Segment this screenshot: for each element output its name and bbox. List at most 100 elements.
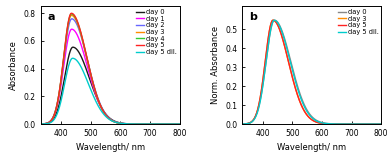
day 5 dil. [349, 123, 354, 125]
day 0 [102, 112, 107, 114]
day 2 [177, 123, 182, 125]
day 3 [375, 123, 380, 125]
day 5 dil. [177, 123, 182, 125]
day 2 [38, 123, 43, 125]
day 3 [379, 123, 384, 125]
day 5 [375, 123, 380, 125]
day 3 [240, 123, 245, 125]
Line: day 5: day 5 [242, 20, 381, 124]
day 5 [308, 117, 312, 119]
Y-axis label: Norm. Absorbance: Norm. Absorbance [211, 26, 220, 104]
day 1 [38, 123, 43, 125]
day 5 [69, 12, 74, 14]
day 0 [45, 122, 50, 124]
day 0 [70, 46, 75, 48]
day 5 [304, 113, 308, 115]
day 3 [38, 123, 43, 125]
day 0 [375, 123, 380, 125]
day 3 [173, 123, 178, 125]
day 0 [173, 123, 178, 125]
Legend: day 0, day 1, day 2, day 3, day 4, day 5, day 5 dil.: day 0, day 1, day 2, day 3, day 4, day 5… [135, 8, 178, 56]
day 3 [271, 19, 275, 21]
day 5 [173, 123, 178, 125]
day 4 [45, 122, 50, 124]
day 3 [247, 122, 252, 124]
day 0 [247, 122, 252, 124]
day 5 [177, 123, 182, 125]
day 5 dil. [240, 123, 245, 125]
day 3 [69, 14, 74, 16]
day 0 [38, 123, 43, 125]
day 1 [45, 122, 50, 124]
day 4 [173, 123, 178, 125]
Line: day 4: day 4 [41, 14, 180, 124]
day 4 [106, 117, 111, 119]
day 5 dil. [308, 114, 312, 116]
day 4 [177, 123, 182, 125]
day 5 [173, 123, 178, 125]
day 5 dil. [38, 123, 43, 125]
day 4 [173, 123, 178, 125]
Text: b: b [249, 12, 257, 22]
day 0 [106, 116, 111, 118]
day 2 [102, 111, 107, 113]
day 0 [308, 113, 312, 115]
day 4 [102, 112, 107, 114]
day 0 [379, 123, 384, 125]
day 5 dil. [102, 114, 107, 116]
day 2 [69, 18, 74, 20]
day 3 [375, 123, 380, 125]
day 3 [102, 113, 107, 114]
day 3 [349, 123, 354, 125]
day 5 dil. [272, 19, 276, 21]
day 0 [272, 19, 277, 21]
Line: day 2: day 2 [41, 19, 180, 124]
day 5 [349, 123, 354, 125]
Line: day 5 dil.: day 5 dil. [242, 20, 381, 124]
day 5 [271, 19, 275, 21]
day 0 [148, 123, 152, 125]
day 4 [148, 123, 152, 125]
day 5 dil. [379, 123, 384, 125]
Text: a: a [48, 12, 55, 22]
day 5 dil. [45, 123, 50, 124]
day 5 dil. [304, 109, 308, 111]
Line: day 1: day 1 [41, 29, 180, 124]
Legend: day 0, day 3, day 5, day 5 dil.: day 0, day 3, day 5, day 5 dil. [337, 8, 379, 36]
day 3 [308, 117, 312, 119]
Line: day 5 dil.: day 5 dil. [41, 58, 180, 124]
Line: day 5: day 5 [41, 13, 180, 124]
day 3 [106, 117, 111, 119]
day 5 [102, 112, 107, 114]
day 1 [173, 123, 178, 125]
day 5 [106, 117, 111, 119]
day 5 dil. [70, 57, 75, 59]
day 4 [69, 13, 74, 15]
day 5 dil. [148, 123, 152, 125]
day 0 [304, 108, 308, 110]
day 5 [379, 123, 384, 125]
day 5 dil. [173, 123, 178, 125]
day 1 [177, 123, 182, 125]
Line: day 3: day 3 [242, 20, 381, 124]
day 2 [173, 123, 178, 125]
day 5 [240, 123, 245, 125]
day 2 [173, 123, 178, 125]
day 1 [106, 117, 111, 119]
day 0 [240, 123, 245, 125]
Line: day 0: day 0 [242, 20, 381, 124]
day 0 [375, 123, 380, 125]
day 2 [148, 123, 152, 125]
day 0 [177, 123, 182, 125]
day 1 [102, 113, 107, 114]
day 3 [45, 122, 50, 124]
day 5 [375, 123, 380, 125]
day 5 [45, 122, 50, 124]
X-axis label: Wavelength/ nm: Wavelength/ nm [277, 143, 346, 152]
day 0 [173, 123, 178, 125]
X-axis label: Wavelength/ nm: Wavelength/ nm [75, 143, 145, 152]
day 5 [38, 123, 43, 125]
day 0 [349, 123, 354, 125]
day 1 [69, 28, 74, 30]
day 2 [45, 122, 50, 124]
